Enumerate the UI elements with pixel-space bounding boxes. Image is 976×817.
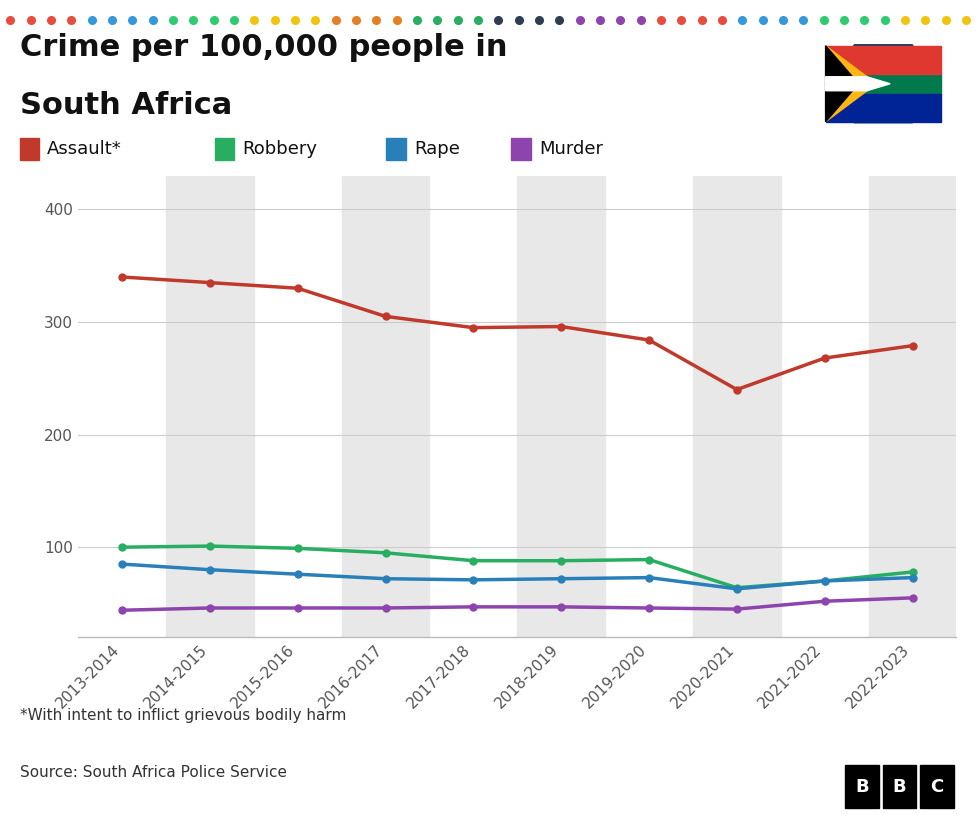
Bar xyxy=(845,766,879,808)
Bar xyxy=(511,138,531,160)
Text: Murder: Murder xyxy=(539,140,603,158)
Bar xyxy=(215,138,234,160)
Text: C: C xyxy=(930,778,944,796)
Polygon shape xyxy=(826,94,941,122)
Text: B: B xyxy=(893,778,907,796)
Polygon shape xyxy=(826,46,859,122)
Bar xyxy=(342,176,429,637)
Polygon shape xyxy=(826,45,941,123)
Polygon shape xyxy=(826,77,890,91)
Bar xyxy=(386,138,406,160)
Bar xyxy=(166,176,254,637)
Bar xyxy=(882,766,916,808)
Text: Robbery: Robbery xyxy=(242,140,317,158)
Polygon shape xyxy=(826,46,876,122)
Text: B: B xyxy=(855,778,869,796)
Bar xyxy=(693,176,781,637)
Text: Rape: Rape xyxy=(414,140,460,158)
Bar xyxy=(920,766,954,808)
Bar xyxy=(869,176,956,637)
Polygon shape xyxy=(826,46,941,74)
Text: Assault*: Assault* xyxy=(47,140,122,158)
Text: South Africa: South Africa xyxy=(20,92,231,120)
Text: Crime per 100,000 people in: Crime per 100,000 people in xyxy=(20,33,507,61)
Text: *With intent to inflict grievous bodily harm: *With intent to inflict grievous bodily … xyxy=(20,708,346,723)
Polygon shape xyxy=(826,74,941,94)
Bar xyxy=(20,138,39,160)
Bar xyxy=(517,176,605,637)
Text: Source: South Africa Police Service: Source: South Africa Police Service xyxy=(20,766,287,780)
